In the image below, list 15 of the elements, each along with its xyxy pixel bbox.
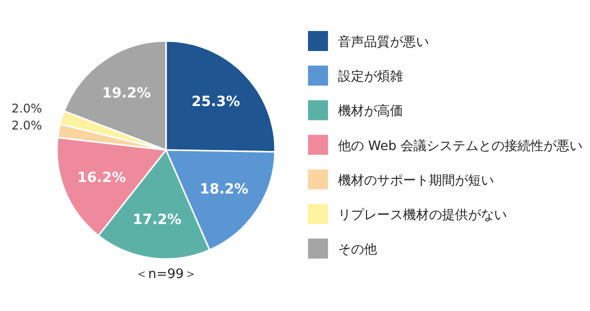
data-label: 17.2%	[132, 212, 182, 228]
data-label: 19.2%	[102, 86, 151, 102]
legend-label: 他の Web 会議システムとの接続性が悪い	[338, 138, 583, 154]
legend-label: その他	[338, 242, 377, 258]
data-label: 2.0%	[12, 118, 42, 133]
data-label: 18.2%	[200, 182, 248, 198]
text: ＜n=99＞	[135, 267, 197, 282]
legend-label: 機材が高価	[338, 103, 403, 120]
data-label: 2.0%	[12, 102, 42, 116]
data-label: 16.2%	[77, 170, 126, 186]
legend-label: リプレース機材の提供がない	[338, 208, 507, 223]
data-label: 25.3%	[191, 94, 240, 110]
legend-label: 機材のサポート期間が短い	[338, 173, 494, 188]
legend-label: 設定が煩雑	[338, 70, 403, 85]
legend-label: 音声品質が悪い	[338, 35, 429, 50]
